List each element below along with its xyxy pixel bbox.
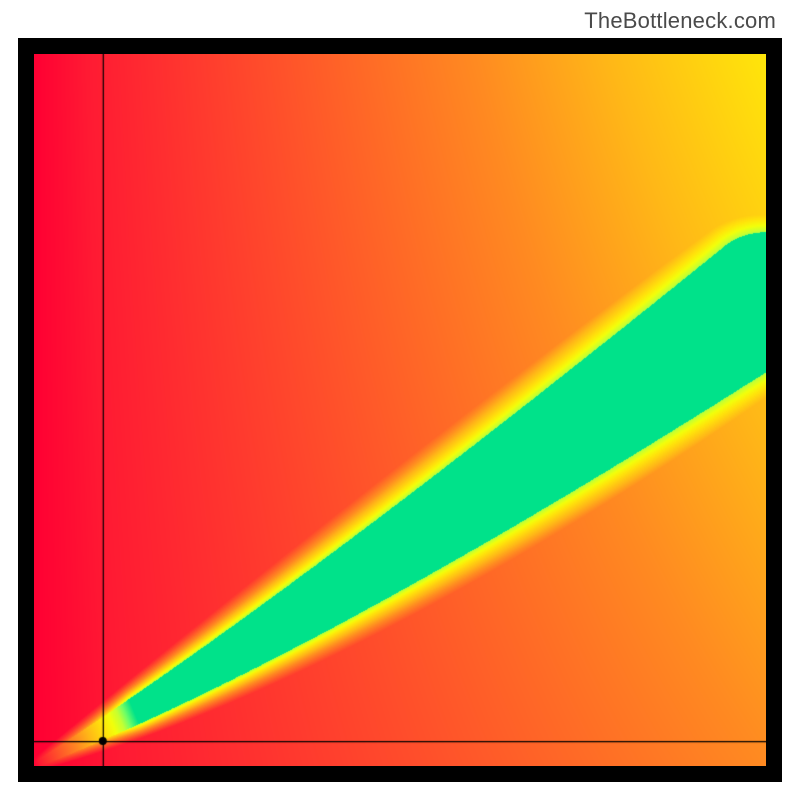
chart-frame [18,38,782,782]
chart-container: TheBottleneck.com [0,0,800,800]
heatmap-canvas [34,54,766,766]
watermark-label: TheBottleneck.com [584,8,776,34]
